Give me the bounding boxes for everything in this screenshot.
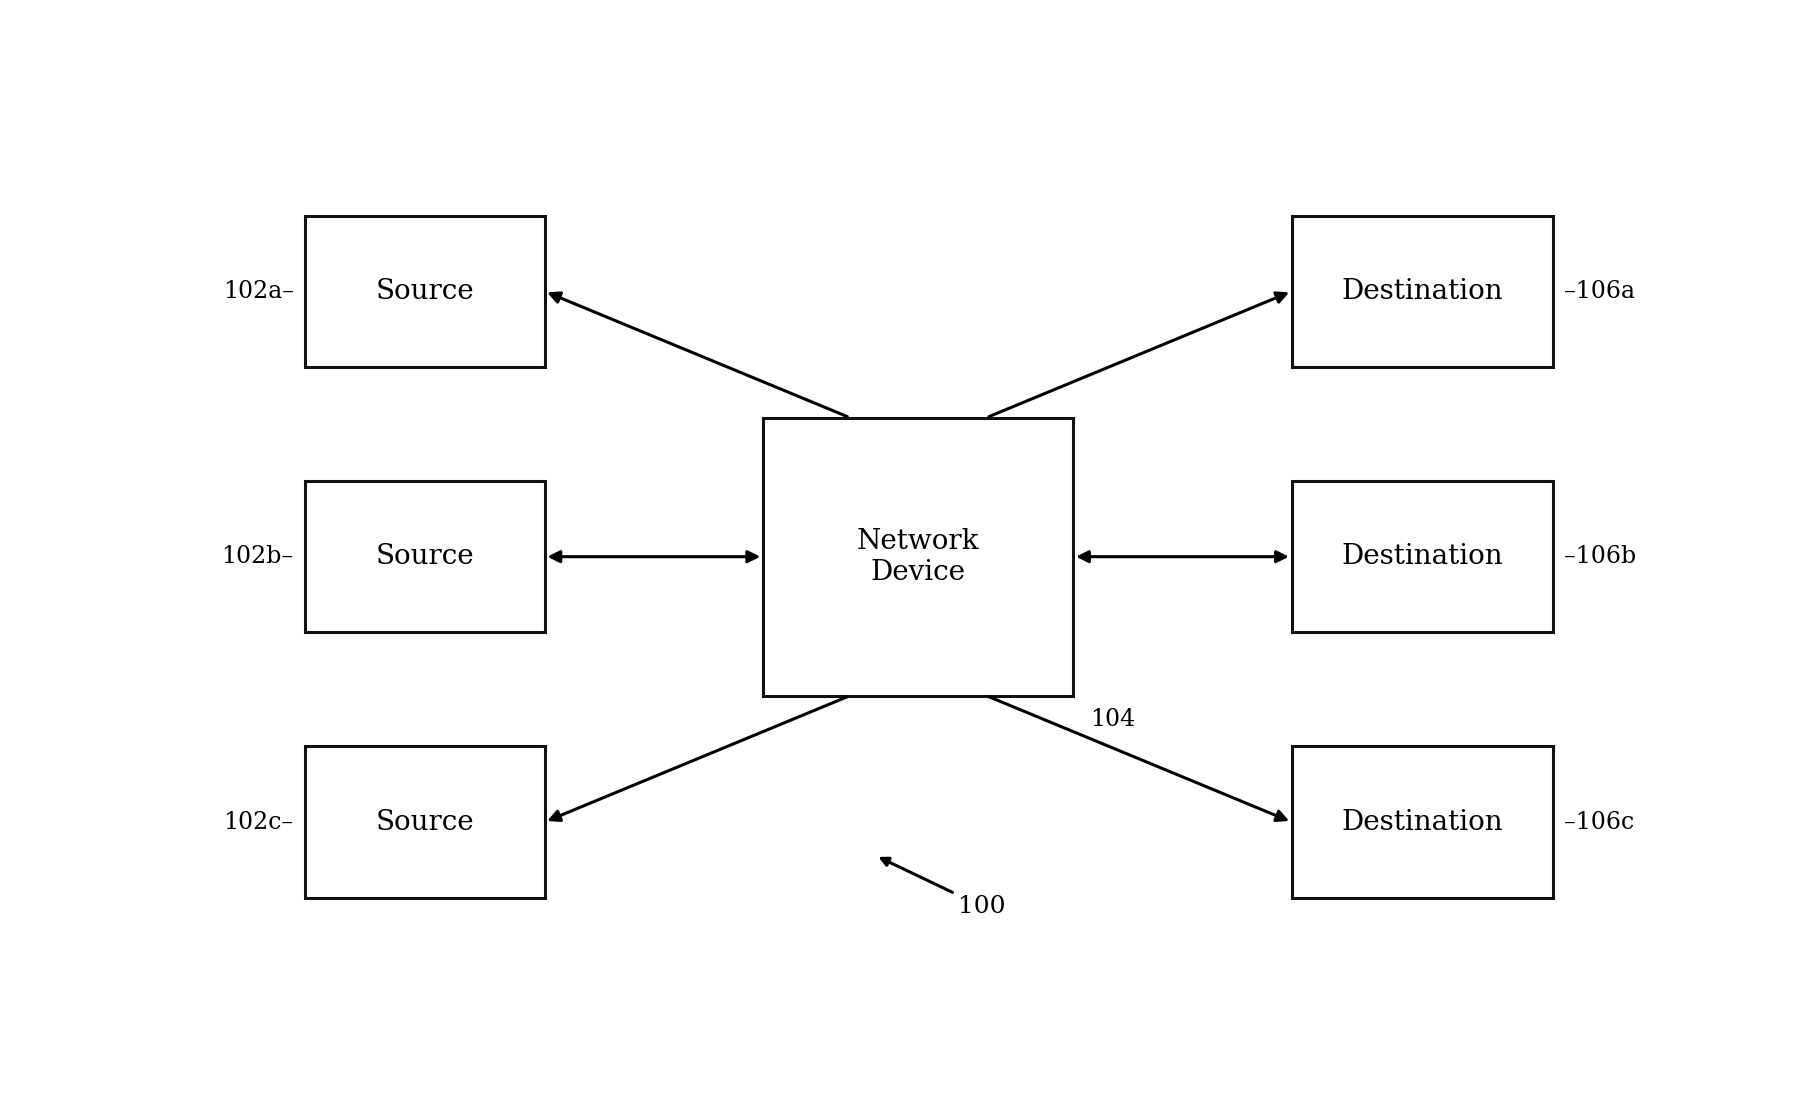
Text: Destination: Destination [1341,278,1502,305]
Bar [1291,481,1552,632]
Text: Destination: Destination [1341,544,1502,570]
Bar [1291,216,1552,368]
Text: Source: Source [375,544,475,570]
Text: 102a–: 102a– [222,280,293,303]
Text: Source: Source [375,808,475,836]
Bar [306,481,544,632]
Text: –106b: –106b [1564,545,1635,568]
Text: 102c–: 102c– [224,811,293,834]
Bar [1291,746,1552,898]
Text: 104: 104 [1090,708,1135,731]
Bar [762,418,1073,696]
Text: Source: Source [375,278,475,305]
Text: 102b–: 102b– [222,545,293,568]
Text: Destination: Destination [1341,808,1502,836]
Text: Network
Device: Network Device [857,527,979,585]
Bar [306,216,544,368]
Text: –106a: –106a [1564,280,1635,303]
Bar [306,746,544,898]
Text: 100: 100 [882,859,1006,918]
Text: –106c: –106c [1564,811,1633,834]
